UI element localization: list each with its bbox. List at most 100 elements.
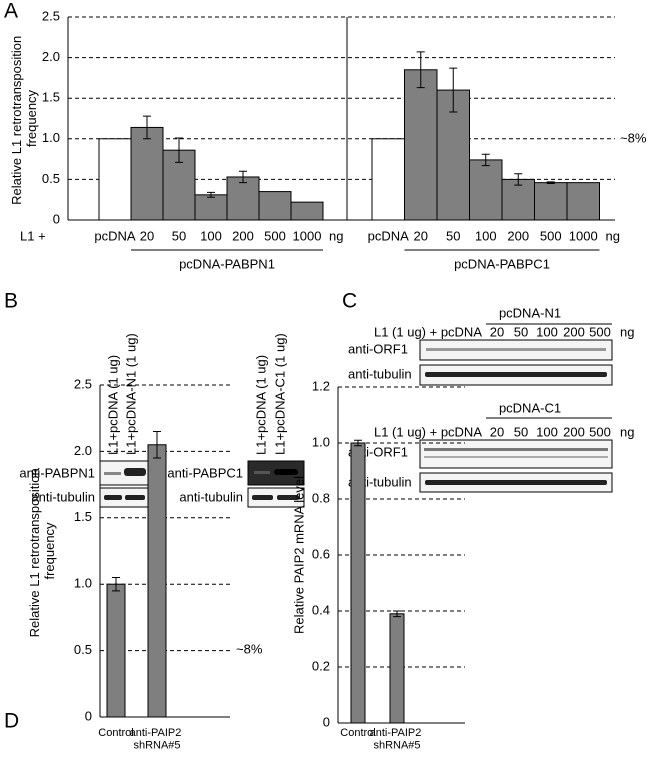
bar [147,444,167,718]
x-tick-label: 1000 [569,228,598,243]
error-bar [153,430,161,459]
bar [290,201,324,221]
lane-label: 20 [490,424,504,439]
y-tick-label: 0 [323,714,330,729]
prefix: L1 + [20,228,46,243]
error-bar [143,115,151,140]
x-tick-label: 50 [172,228,186,243]
bar [258,191,292,221]
x-tick-label: Control [340,727,375,739]
group-label: pcDNA-C1 [499,400,561,415]
error-bar [239,170,247,184]
bar [130,126,164,221]
band [104,495,122,500]
group-label: pcDNA-PABPC1 [454,256,550,271]
lane-label: L1+pcDNA (1 ug) [253,355,268,455]
blot: pcDNA-C1 L1 (1 ug) + pcDNA 20 50 100 200… [348,400,634,493]
error-bar [354,439,362,447]
bar [404,69,438,221]
x-tick-label: pcDNA [94,228,136,243]
blot: pcDNA-N1 L1 (1 ug) + pcDNA 20 50 100 200… [348,305,634,386]
row-label: anti-PABPC1 [167,465,243,480]
row-label: anti-tubulin [348,366,412,381]
bar [194,194,228,221]
lane-label: 50 [514,324,528,339]
bar [534,182,568,221]
error-bar [393,610,401,618]
lane-label: 500 [589,424,611,439]
row-label: anti-PABPN1 [19,465,95,480]
unit: ng [620,324,634,339]
panel-label: D [4,710,19,733]
lane-label: 100 [536,324,558,339]
y-tick-label: 1.5 [74,509,92,524]
y-tick-label: 1.2 [312,378,330,393]
lane-label: 200 [563,324,585,339]
bar [350,442,366,724]
x-tick-label: pcDNA [368,228,410,243]
prefix: L1 (1 ug) + pcDNA [374,324,482,339]
x-tick-label: 500 [264,228,286,243]
x-tick-label: 200 [232,228,254,243]
y-tick-label: 1.5 [42,90,60,105]
y-tick-label: 2.0 [42,49,60,64]
row-label: anti-tubulin [179,489,243,504]
band [424,456,608,458]
group-label: pcDNA-N1 [499,305,561,320]
x-tick-label: 50 [446,228,460,243]
error-bar [112,577,120,592]
y-tick-label: 0.8 [312,490,330,505]
y-tick-label: 2.5 [42,8,60,23]
bar [371,138,405,221]
bar [469,159,503,221]
y-tick-label: 0 [85,708,92,723]
x-tick-label: 20 [140,228,154,243]
band [277,495,299,500]
y-tick-label: 1.0 [42,130,60,145]
y-tick-label: 0.2 [312,658,330,673]
y-tick-label: 0.5 [74,642,92,657]
group-label: pcDNA-PABPN1 [179,256,275,271]
x-tick-label: 500 [540,228,562,243]
y-tick-label: 2.5 [74,376,92,391]
lane-label: L1+pcDNA-C1 (1 ug) [272,333,287,455]
y-axis-label: Relative L1 retrotransposition frequency [9,32,39,205]
bar [566,182,600,221]
band [424,448,608,451]
bar [389,613,405,724]
panel-label: B [4,290,18,313]
bar [106,583,126,718]
x-tick-label: 100 [200,228,222,243]
lane-label: 200 [563,424,585,439]
x-tick-label: 20 [414,228,428,243]
band [425,372,607,377]
error-bar [514,173,523,186]
x-tick-label: anti-PAIP2 shRNA#5 [130,727,185,752]
y-tick-label: 0.4 [312,602,330,617]
y-tick-label: 0.5 [42,171,60,186]
unit: ng [606,228,620,243]
error-bar [481,153,490,167]
blot-box [419,439,613,469]
lane-label: L1+pcDNA (1 ug) [105,355,120,455]
y-tick-label: 1.0 [312,434,330,449]
blot: L1+pcDNA (1 ug) L1+pcDNA-N1 (1 ug) anti-… [19,333,151,508]
y-axis-label: Relative PAIP2 mRNA level [291,476,306,634]
unit: ng [329,228,343,243]
lane-label: 50 [514,424,528,439]
y-tick-label: 2.0 [74,443,92,458]
x-tick-label: Control [98,727,133,739]
band [254,471,270,474]
panel-label: A [4,0,18,23]
error-bar [449,67,458,113]
error-bar [546,181,555,184]
bar [226,176,260,221]
x-tick-label: anti-PAIP2 shRNA#5 [370,727,425,752]
band [125,495,145,500]
error-bar [416,51,425,89]
y-tick-label: 0 [53,211,60,226]
error-bar [175,137,183,163]
bar [98,138,132,221]
band [425,480,607,485]
